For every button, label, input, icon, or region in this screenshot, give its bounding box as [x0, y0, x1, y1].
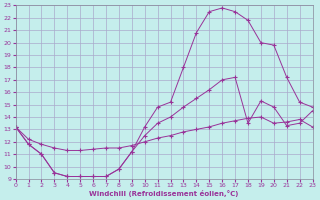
X-axis label: Windchill (Refroidissement éolien,°C): Windchill (Refroidissement éolien,°C) — [89, 190, 239, 197]
